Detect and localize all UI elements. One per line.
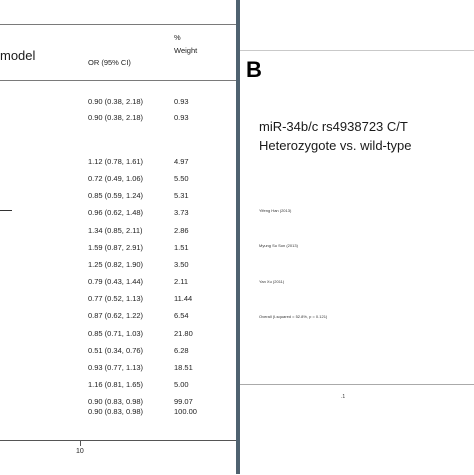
weight-cell: 1.51 (174, 242, 189, 252)
or-ci-cell: 1.16 (0.81, 1.65) (88, 379, 144, 389)
or-ci-cell: 0.72 (0.49, 1.06) (88, 174, 144, 184)
panel-b-title-line-1: miR-34b/c rs4938723 C/T (259, 119, 408, 134)
panel-b (240, 50, 474, 475)
weight-cell: 18.51 (174, 362, 193, 372)
or-ci-cell: 1.12 (0.78, 1.61) (88, 157, 144, 166)
or-ci-cell: 0.90 (0.83, 0.98) (88, 407, 144, 416)
weight-cell: 100.00 (174, 407, 197, 416)
weight-header-label: Weight (174, 46, 198, 55)
weight-cell: 99.07 (174, 397, 193, 407)
or-ci-cell: 0.51 (0.34, 0.76) (88, 345, 144, 355)
weight-cell: 5.00 (174, 379, 189, 389)
weight-cell: 2.11 (174, 277, 189, 287)
or-ci-cell: 0.90 (0.38, 2.18) (88, 97, 144, 106)
weight-cell: 21.80 (174, 328, 193, 338)
weight-cell: 6.28 (174, 345, 189, 355)
or-ci-cell: 0.93 (0.77, 1.13) (88, 362, 144, 372)
study-label: Yifeng Han (2013) (259, 208, 292, 213)
or-ci-cell: 0.77 (0.52, 1.13) (88, 294, 144, 304)
panel-b-letter: B (246, 57, 262, 82)
or-ci-cell: 0.90 (0.38, 2.18) (88, 113, 144, 122)
or-ci-cell: 0.90 (0.83, 0.98) (88, 397, 144, 407)
weight-cell: 0.93 (174, 113, 189, 122)
header-rule-top (0, 24, 236, 25)
study-label: Myung Su Son (2013) (259, 243, 298, 248)
or-ci-cell: 0.85 (0.71, 1.03) (88, 328, 144, 338)
weight-cell: 2.86 (174, 225, 189, 235)
weight-cell: 5.50 (174, 174, 189, 184)
or-ci-cell: 0.96 (0.62, 1.48) (88, 208, 144, 218)
panel-divider (236, 0, 240, 474)
x-axis-line (0, 440, 236, 441)
or-ci-cell: 1.34 (0.85, 2.11) (88, 225, 143, 235)
weight-cell: 5.31 (174, 191, 189, 201)
weight-header-percent: % (174, 33, 181, 42)
or-ci-cell: 0.87 (0.62, 1.22) (88, 311, 144, 321)
weight-cell: 4.97 (174, 157, 189, 166)
weight-cell: 6.54 (174, 311, 189, 321)
weight-cell: 0.93 (174, 97, 189, 106)
or-ci-cell: 0.79 (0.43, 1.44) (88, 277, 144, 287)
x-axis-tick (80, 440, 81, 446)
or-ci-cell: 1.59 (0.87, 2.91) (88, 242, 144, 252)
weight-cell: 3.73 (174, 208, 189, 218)
ci-line-stub (0, 210, 12, 211)
study-label: Yan Xu (2011) (259, 279, 285, 284)
model-label: model (0, 48, 36, 63)
panel-b-title-line-2: Heterozygote vs. wild-type (259, 138, 412, 153)
weight-cell: 3.50 (174, 259, 189, 269)
study-label-overall: Overall (I-squared = 52.8%, p = 0.121) (259, 314, 328, 319)
x-tick-label: 10 (76, 448, 84, 455)
panel-b-x-tick-label: .1 (341, 394, 346, 400)
or-column-header: OR (95% CI) (88, 58, 131, 67)
or-ci-cell: 1.25 (0.82, 1.90) (88, 259, 144, 269)
weight-cell: 11.44 (174, 294, 193, 304)
or-ci-cell: 0.85 (0.59, 1.24) (88, 191, 144, 201)
header-rule-bottom (0, 80, 236, 81)
panel-a: model OR (95% CI) % Weight 0.90 (0.38, 2… (0, 0, 236, 474)
panel-b-x-axis-line (240, 384, 474, 385)
